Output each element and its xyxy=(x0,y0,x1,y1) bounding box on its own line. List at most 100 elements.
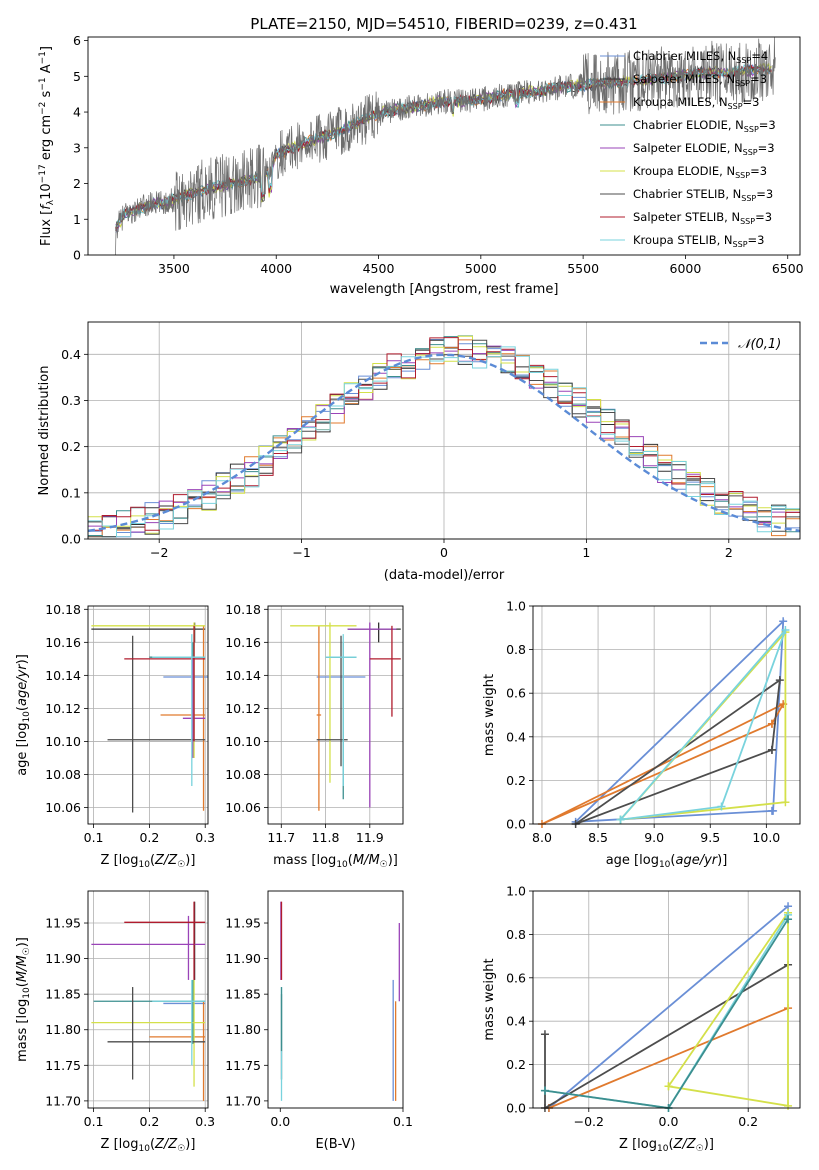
x-axis-label: wavelength [Angstrom, rest frame] xyxy=(330,282,559,297)
x-axis-label: Z [log10(Z/Z☉)] xyxy=(101,853,196,870)
mass_vs_Z-ytick-label: 11.90 xyxy=(45,951,81,966)
axes-frame xyxy=(87,605,209,825)
mass_vs_Z-xtick-label: 0.2 xyxy=(139,1114,159,1129)
age_vs_mass-xtick-label: 11.9 xyxy=(356,830,384,845)
mass-weight-marker xyxy=(769,806,778,815)
error-bar-point xyxy=(152,634,206,787)
mass-weight-marker xyxy=(540,1086,549,1095)
weight_vs_age-ytick-label: 0.0 xyxy=(506,817,526,832)
mass_vs_ebv-panel: 0.0 0.1 11.70 11.75 11.80 11.85 11.90 11.95 E(B-… xyxy=(225,890,413,1152)
x-axis-label: (data-model)/error xyxy=(384,568,505,583)
axes-frame xyxy=(267,605,404,825)
residuals-legend: 𝒩(0,1) xyxy=(700,337,781,352)
spectrum-xtick-label: 3500 xyxy=(158,261,190,276)
weight_vs_Z-plot-area xyxy=(533,891,800,1108)
error-bar-point xyxy=(91,915,206,980)
error-bar-point xyxy=(91,979,206,1087)
age_vs_mass-ytick-label: 10.12 xyxy=(225,701,261,716)
mass-weight-marker xyxy=(779,617,788,626)
spectrum-xtick-label: 5500 xyxy=(567,261,599,276)
observed-spectrum-line xyxy=(115,37,776,255)
age_vs_Z-ytick-label: 10.18 xyxy=(45,602,81,617)
legend-entry: Kroupa STELIB, NSSP=3 xyxy=(633,233,764,249)
weight_vs_Z-ytick-label: 1.0 xyxy=(506,884,526,899)
residual-histogram xyxy=(88,346,800,539)
residuals-ytick-label: 0.3 xyxy=(61,393,81,408)
mass-weight-marker xyxy=(784,1101,793,1110)
panels: 3500 4000 4500 5000 5500 6000 6500 0 1 2 3 4 5 6 wavel… xyxy=(15,33,804,1154)
residuals-xtick-label: 2 xyxy=(725,545,733,560)
age_vs_Z-ytick-label: 10.12 xyxy=(45,701,81,716)
residuals-xtick-label: 1 xyxy=(582,545,590,560)
weight_vs_age-ytick-label: 0.4 xyxy=(506,729,526,744)
axes-frame xyxy=(87,890,209,1109)
spectrum-xtick-label: 6000 xyxy=(670,261,702,276)
residuals-ytick-label: 0.1 xyxy=(61,485,81,500)
error-bar-point xyxy=(347,622,397,808)
age_vs_Z-panel: 0.1 0.2 0.3 10.06 10.08 10.10 10.12 10.14 10.16 1… xyxy=(15,602,215,870)
figure-title: PLATE=2150, MJD=54510, FIBERID=0239, z=0… xyxy=(250,15,637,33)
legend-entry: Kroupa ELODIE, NSSP=3 xyxy=(633,164,767,180)
mass-weight-line xyxy=(667,909,789,1107)
y-axis-label: mass weight xyxy=(482,674,497,756)
mass_vs_ebv-plot-area xyxy=(268,891,403,1108)
weight_vs_age-ytick-label: 0.2 xyxy=(506,773,526,788)
residuals-ytick-label: 0.0 xyxy=(61,532,81,547)
age_vs_mass-ytick-label: 10.18 xyxy=(225,602,261,617)
age_vs_Z-ytick-label: 10.16 xyxy=(45,635,81,650)
x-axis-label: E(B-V) xyxy=(315,1137,355,1152)
y-axis-label: Flux [fλ10−17 erg cm−2 s−1 A−1] xyxy=(38,46,56,246)
error-bar-point xyxy=(369,625,401,717)
mass_vs_ebv-ytick-label: 11.95 xyxy=(225,916,261,931)
y-axis-label: Normed distribution xyxy=(37,366,52,496)
mass-weight-marker xyxy=(784,915,793,924)
mass_vs_Z-plot-area xyxy=(88,891,208,1108)
weight_vs_Z-panel: −0.2 0.0 0.2 0.0 0.2 0.4 0.6 0.8 1.0 Z [log10(Z/Z… xyxy=(482,884,801,1154)
age_vs_mass-ytick-label: 10.08 xyxy=(225,767,261,782)
legend-entry: Salpeter MILES, NSSP=3 xyxy=(633,72,767,88)
mass_vs_ebv-ytick-label: 11.90 xyxy=(225,951,261,966)
y-axis-label: mass weight xyxy=(482,958,497,1040)
age_vs_mass-plot-area xyxy=(268,606,403,824)
axes-frame xyxy=(267,890,404,1109)
weight_vs_age-xtick-label: 10.0 xyxy=(752,830,780,845)
mass_vs_ebv-ytick-label: 11.85 xyxy=(225,987,261,1002)
legend-entry: Chabrier ELODIE, NSSP=3 xyxy=(633,118,776,134)
age_vs_mass-ytick-label: 10.14 xyxy=(225,668,261,683)
spectrum-xtick-label: 6500 xyxy=(772,261,804,276)
weight_vs_Z-xtick-label: −0.2 xyxy=(574,1114,604,1129)
residuals-ytick-label: 0.4 xyxy=(61,347,81,362)
mass_vs_Z-ytick-label: 11.70 xyxy=(45,1093,81,1108)
legend-entry: Chabrier MILES, NSSP=4 xyxy=(633,49,768,65)
mass_vs_ebv-ytick-label: 11.80 xyxy=(225,1022,261,1037)
x-axis-label: Z [log10(Z/Z☉)] xyxy=(101,1137,196,1154)
error-bar-point xyxy=(107,635,206,813)
error-bar-point xyxy=(149,1001,206,1101)
mass_vs_ebv-ytick-label: 11.70 xyxy=(225,1093,261,1108)
mass_vs_ebv-xtick-label: 0.1 xyxy=(393,1114,413,1129)
age_vs_mass-ytick-label: 10.06 xyxy=(225,800,261,815)
axes-frame xyxy=(532,890,801,1109)
spectrum-ytick-label: 5 xyxy=(73,69,81,84)
mass_vs_Z-ytick-label: 11.80 xyxy=(45,1022,81,1037)
x-axis-label: mass [log10(M/M☉)] xyxy=(273,853,398,870)
mass_vs_Z-panel: 0.1 0.2 0.3 11.70 11.75 11.80 11.85 11.90 11.95 Z… xyxy=(15,890,215,1154)
error-bar-point xyxy=(124,901,206,980)
mass-weight-line xyxy=(541,701,786,825)
y-axis-label: mass [log10(M/M☉)] xyxy=(15,937,32,1062)
spectrum-panel: 3500 4000 4500 5000 5500 6000 6500 0 1 2 3 4 5 6 wavel… xyxy=(38,33,804,297)
mass_vs_Z-ytick-label: 11.85 xyxy=(45,987,81,1002)
residuals-xtick-label: −2 xyxy=(150,545,168,560)
weight_vs_Z-ytick-label: 0.0 xyxy=(506,1101,526,1116)
spectrum-ytick-label: 6 xyxy=(73,33,81,48)
y-axis-label: age [log10(age/yr)] xyxy=(15,654,32,776)
age_vs_Z-ytick-label: 10.08 xyxy=(45,767,81,782)
weight_vs_Z-ytick-label: 0.2 xyxy=(506,1057,526,1072)
age_vs_mass-xtick-label: 11.8 xyxy=(312,830,340,845)
spectrum-ytick-label: 1 xyxy=(73,212,81,227)
mass-weight-line xyxy=(575,678,781,825)
weight_vs_age-xtick-label: 9.5 xyxy=(700,830,720,845)
spectrum-ytick-label: 2 xyxy=(73,176,81,191)
legend-entry: Kroupa MILES, NSSP=3 xyxy=(633,95,759,111)
